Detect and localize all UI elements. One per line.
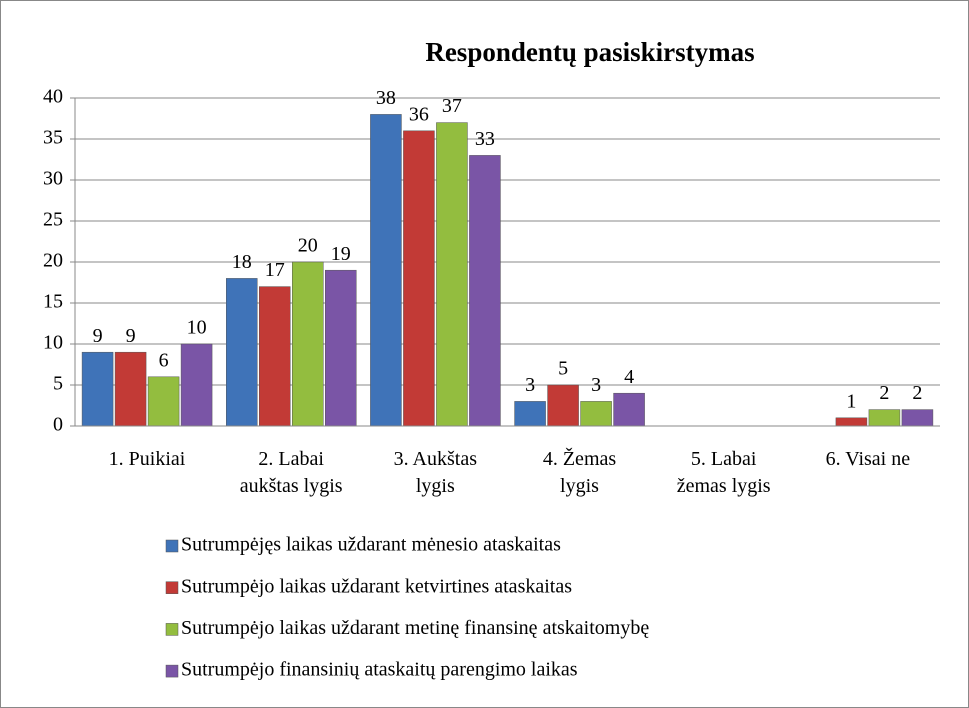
y-tick-label: 20 bbox=[43, 250, 63, 272]
bar bbox=[547, 384, 579, 427]
x-tick-label: 6. Visai ne bbox=[825, 448, 911, 470]
y-tick-label: 30 bbox=[43, 168, 63, 190]
value-label: 4 bbox=[624, 366, 634, 388]
x-tick-label: 1. Puikiai bbox=[108, 448, 186, 470]
legend-swatch bbox=[165, 623, 179, 636]
x-tick-label: 5. Labai žemas lygis bbox=[676, 448, 771, 497]
value-label: 10 bbox=[187, 317, 207, 339]
value-label: 2 bbox=[879, 382, 889, 404]
legend-label: Sutrumpėjo finansinių ataskaitų parengim… bbox=[181, 659, 578, 681]
value-label: 19 bbox=[331, 243, 351, 265]
value-label: 17 bbox=[265, 259, 285, 281]
value-label: 9 bbox=[93, 325, 103, 347]
bar bbox=[580, 401, 612, 427]
bar bbox=[901, 409, 934, 427]
y-tick-label: 35 bbox=[43, 127, 63, 149]
value-label: 9 bbox=[126, 325, 136, 347]
x-tick-label: 2. Labai aukštas lygis bbox=[239, 448, 343, 497]
legend-label: Sutrumpėjęs laikas uždarant mėnesio atas… bbox=[181, 534, 561, 556]
x-tick-label: 3. Aukštas lygis bbox=[393, 448, 477, 497]
value-label: 33 bbox=[475, 128, 495, 150]
bar bbox=[259, 286, 291, 427]
chart-title: Respondentų pasiskirstymas bbox=[425, 37, 754, 67]
value-label: 37 bbox=[442, 95, 462, 117]
value-label: 5 bbox=[558, 358, 568, 380]
bar bbox=[325, 269, 357, 427]
legend-label: Sutrumpėjo laikas uždarant ketvirtines a… bbox=[181, 575, 572, 597]
y-tick-label: 40 bbox=[43, 86, 63, 108]
legend-swatch bbox=[165, 539, 179, 553]
bar bbox=[147, 376, 180, 427]
y-tick-label: 0 bbox=[53, 414, 63, 436]
y-tick-label: 10 bbox=[43, 332, 63, 354]
bar bbox=[226, 278, 258, 427]
bar bbox=[469, 155, 501, 427]
bar bbox=[613, 392, 645, 427]
legend-label: Sutrumpėjo laikas uždarant metinę finans… bbox=[181, 617, 649, 639]
legend-swatch bbox=[165, 664, 179, 678]
value-label: 6 bbox=[159, 349, 169, 371]
value-label: 3 bbox=[525, 374, 535, 396]
bar bbox=[370, 114, 402, 427]
value-label: 3 bbox=[591, 374, 601, 396]
bar bbox=[292, 261, 324, 427]
x-tick-label: 4. Žemas lygis bbox=[542, 448, 617, 497]
bar bbox=[403, 130, 435, 427]
bar bbox=[835, 417, 868, 427]
value-label: 38 bbox=[376, 87, 396, 109]
bar bbox=[514, 401, 546, 427]
bar bbox=[114, 351, 147, 427]
value-label: 18 bbox=[232, 251, 252, 273]
value-label: 1 bbox=[846, 390, 856, 412]
bar bbox=[81, 351, 114, 427]
bar bbox=[180, 343, 213, 427]
y-tick-label: 15 bbox=[43, 291, 63, 313]
y-tick-label: 5 bbox=[53, 373, 63, 395]
bar bbox=[436, 122, 468, 427]
value-label: 36 bbox=[409, 103, 429, 125]
value-label: 20 bbox=[298, 235, 318, 257]
bar bbox=[868, 409, 901, 427]
value-label: 2 bbox=[912, 382, 922, 404]
legend-swatch bbox=[165, 581, 179, 594]
y-tick-label: 25 bbox=[43, 209, 63, 231]
